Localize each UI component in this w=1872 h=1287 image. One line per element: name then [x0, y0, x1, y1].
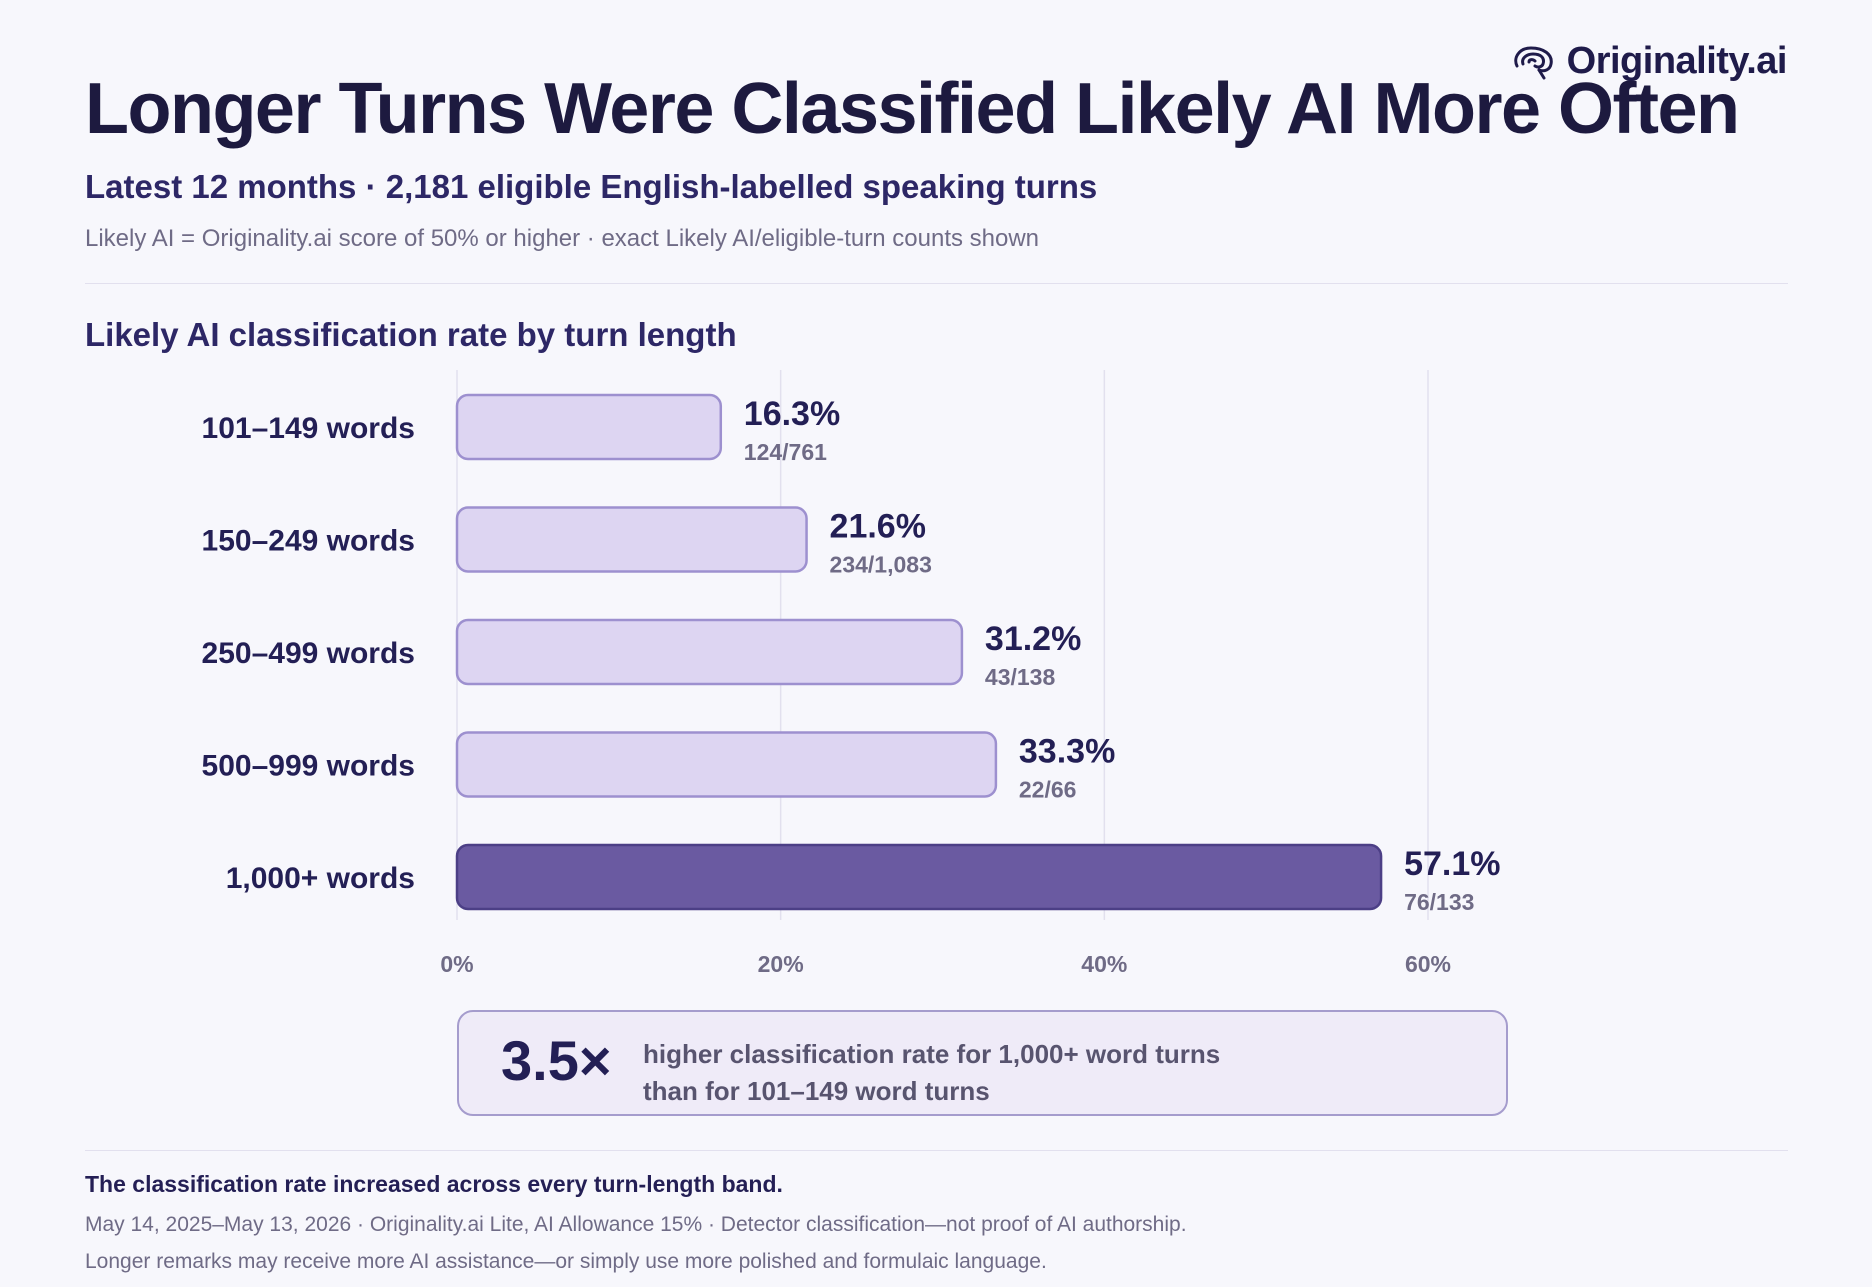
ratio-description-line-2: than for 101–149 word turns: [643, 1076, 990, 1106]
header-divider: [85, 283, 1788, 284]
count-label: 234/1,083: [830, 552, 932, 578]
bar: [455, 393, 723, 461]
footer-caveat-note: Longer remarks may receive more AI assis…: [85, 1250, 1047, 1273]
brain-swirl-icon: [1513, 45, 1553, 79]
definition-note: Likely AI = Originality.ai score of 50% …: [85, 225, 1040, 252]
brand-name: Originality.ai: [1566, 40, 1788, 82]
page-subtitle: Latest 12 months · 2,181 eligible Englis…: [85, 168, 1098, 205]
bar: [455, 506, 808, 573]
footer-method-note: May 14, 2025–May 13, 2026 · Originality.…: [85, 1213, 1187, 1236]
x-tick-label: 40%: [1081, 951, 1127, 977]
value-label: 33.3%: [1019, 733, 1115, 771]
count-label: 124/761: [744, 439, 827, 465]
footer-lead: The classification rate increased across…: [85, 1171, 783, 1197]
footer-divider: [85, 1150, 1788, 1151]
x-tick-label: 0%: [440, 951, 473, 977]
x-tick-label: 20%: [758, 951, 804, 977]
value-label: 21.6%: [830, 508, 926, 546]
category-label: 250–499 words: [202, 637, 415, 670]
bar: [455, 731, 998, 798]
count-label: 76/133: [1404, 889, 1474, 915]
value-label: 16.3%: [744, 395, 840, 433]
ratio-description: higher classification rate for 1,000+ wo…: [643, 1036, 1220, 1110]
chart-title: Likely AI classification rate by turn le…: [85, 316, 737, 353]
count-label: 22/66: [1019, 777, 1077, 803]
ratio-callout: 3.5× higher classification rate for 1,00…: [457, 1010, 1508, 1116]
value-label: 57.1%: [1404, 845, 1500, 883]
bar: [455, 618, 964, 686]
brand-logo: Originality.ai: [1511, 40, 1788, 83]
category-label: 101–149 words: [202, 412, 415, 445]
category-label: 1,000+ words: [226, 862, 415, 895]
category-label: 150–249 words: [202, 525, 415, 558]
value-label: 31.2%: [985, 620, 1081, 658]
x-tick-label: 60%: [1405, 951, 1451, 977]
category-label: 500–999 words: [202, 750, 415, 783]
bar: [455, 843, 1383, 911]
bar-chart: 0% 20% 40% 60% 101–149 words 16.3% 124/761 150–…: [202, 370, 1500, 977]
ratio-description-line-1: higher classification rate for 1,000+ wo…: [643, 1039, 1221, 1069]
page-title: Longer Turns Were Classified Likely AI M…: [85, 69, 1740, 149]
ratio-value: 3.5×: [501, 1029, 612, 1092]
count-label: 43/138: [985, 664, 1056, 690]
